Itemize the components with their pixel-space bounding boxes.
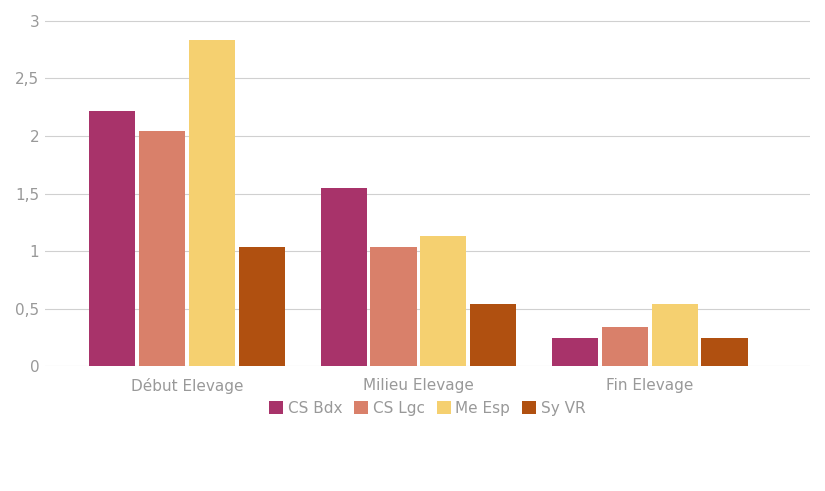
Bar bbox=[420, 236, 466, 366]
Bar bbox=[89, 110, 135, 366]
Bar bbox=[189, 40, 235, 366]
Bar bbox=[238, 246, 285, 366]
Legend: CS Bdx, CS Lgc, Me Esp, Sy VR: CS Bdx, CS Lgc, Me Esp, Sy VR bbox=[263, 395, 592, 422]
Bar bbox=[701, 338, 747, 366]
Bar bbox=[470, 304, 516, 366]
Bar bbox=[552, 338, 598, 366]
Bar bbox=[321, 188, 367, 366]
Bar bbox=[370, 246, 417, 366]
Bar bbox=[139, 132, 186, 366]
Bar bbox=[601, 327, 648, 366]
Bar bbox=[652, 304, 698, 366]
